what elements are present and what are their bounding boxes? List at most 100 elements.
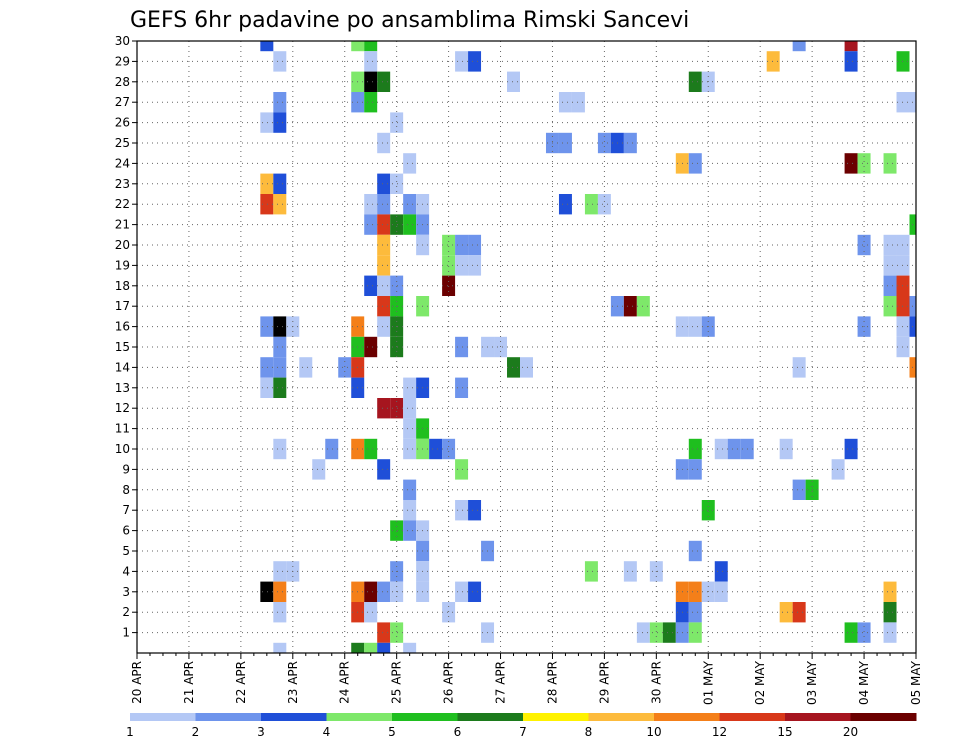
heatmap-cell	[403, 377, 417, 398]
heatmap-cell	[844, 622, 858, 643]
heatmap-cell	[403, 520, 417, 541]
heatmap-cell	[260, 377, 274, 398]
heatmap-cell	[597, 132, 611, 154]
heatmap-cell	[273, 602, 287, 623]
heatmap-cell	[390, 622, 404, 643]
heatmap-cell	[688, 438, 702, 460]
heatmap-cell	[273, 336, 287, 358]
heatmap-cell	[558, 132, 572, 154]
heatmap-cell	[623, 132, 637, 154]
y-tick-label: 13	[115, 381, 130, 395]
colorbar-segment	[392, 713, 458, 721]
heatmap-cell	[714, 581, 728, 602]
y-tick-label: 9	[122, 462, 130, 476]
colorbar-label: 6	[454, 725, 462, 739]
heatmap-cell	[403, 153, 417, 174]
heatmap-cell	[468, 51, 482, 72]
heatmap-cell	[260, 357, 274, 378]
heatmap-cell	[792, 357, 806, 378]
x-tick-label: 29 APR	[597, 661, 611, 704]
heatmap-cell	[896, 336, 910, 358]
y-tick-label: 16	[115, 320, 130, 334]
y-tick-label: 20	[115, 238, 130, 252]
heatmap-cell	[364, 275, 378, 296]
heatmap-cell	[844, 51, 858, 72]
heatmap-cell	[857, 234, 871, 256]
chart-title: GEFS 6hr padavine po ansamblima Rimski S…	[130, 8, 689, 33]
heatmap-cell	[779, 602, 793, 623]
heatmap-cell	[468, 500, 482, 521]
x-tick-label: 23 APR	[286, 661, 300, 704]
heatmap-cell	[468, 234, 482, 256]
heatmap-cell	[883, 234, 897, 256]
heatmap-cell	[403, 642, 417, 653]
y-tick-label: 26	[115, 116, 130, 130]
heatmap-cell	[896, 92, 910, 113]
y-tick-label: 12	[115, 401, 130, 415]
heatmap-cell	[701, 500, 715, 521]
colorbar-label: 2	[192, 725, 200, 739]
heatmap-cell	[364, 602, 378, 623]
heatmap-cell	[455, 234, 469, 256]
heatmap-cell	[455, 459, 469, 480]
colorbar-label: 3	[257, 725, 265, 739]
heatmap-cell	[260, 41, 274, 52]
heatmap-cell	[766, 51, 780, 72]
heatmap-cell	[442, 602, 456, 623]
colorbar: 1 2 3 4 5 6 7 8 10 12 15 20	[126, 713, 917, 739]
heatmap-cell	[831, 459, 845, 480]
heatmap-cell	[273, 561, 287, 582]
plot-frame	[136, 40, 917, 654]
heatmap-cell	[273, 92, 287, 113]
heatmap-cell	[896, 51, 910, 72]
heatmap-cell	[507, 357, 520, 378]
heatmap-cell	[688, 581, 702, 602]
heatmap-cell	[896, 275, 910, 296]
y-tick-label: 22	[115, 197, 130, 211]
heatmap-cell	[273, 581, 287, 602]
heatmap-cell	[299, 357, 313, 378]
heatmap-cell	[260, 173, 274, 194]
x-tick-label: 04 MAY	[857, 660, 871, 705]
heatmap-cell	[442, 255, 456, 276]
heatmap-cell	[779, 438, 793, 460]
x-tick-label: 03 MAY	[805, 660, 819, 705]
y-tick-label: 10	[115, 442, 130, 456]
heatmap-cell	[273, 112, 287, 133]
heatmap-cell	[688, 153, 702, 174]
y-tick-label: 17	[115, 299, 130, 313]
heatmap-cell	[896, 296, 910, 317]
colorbar-label: 1	[126, 725, 134, 739]
heatmap-cell	[377, 234, 391, 256]
y-tick-label: 8	[122, 483, 130, 497]
y-tick-label: 30	[115, 34, 130, 48]
x-tick-label: 26 APR	[442, 661, 456, 704]
x-tick-label: 05 MAY	[909, 660, 923, 705]
heatmap-cell	[455, 500, 469, 521]
y-tick-label: 5	[122, 544, 130, 558]
heatmap-cell	[896, 316, 910, 337]
colorbar-segment	[654, 713, 720, 721]
heatmap-cell	[429, 438, 443, 460]
heatmap-cell	[403, 500, 417, 521]
colorbar-segment	[523, 713, 589, 721]
heatmap-cell	[844, 153, 858, 174]
y-tick-label: 28	[115, 75, 130, 89]
heatmap-cell	[364, 438, 378, 460]
heatmap-cell	[390, 112, 404, 133]
x-tick-label: 24 APR	[338, 661, 352, 704]
heatmap-cell	[688, 316, 702, 337]
y-tick-label: 18	[115, 279, 130, 293]
x-tick-label: 02 MAY	[753, 660, 767, 705]
colorbar-segment	[326, 713, 393, 721]
y-tick-label: 4	[122, 564, 130, 578]
heatmap-cell	[377, 132, 391, 154]
heatmap-cell	[364, 194, 378, 215]
heatmap-cell	[507, 71, 520, 92]
heatmap-cell	[390, 173, 404, 194]
heatmap-cell	[273, 51, 287, 72]
heatmap-cell	[455, 336, 469, 358]
heatmap-cell	[377, 398, 391, 419]
x-tick-label: 27 APR	[494, 661, 508, 704]
